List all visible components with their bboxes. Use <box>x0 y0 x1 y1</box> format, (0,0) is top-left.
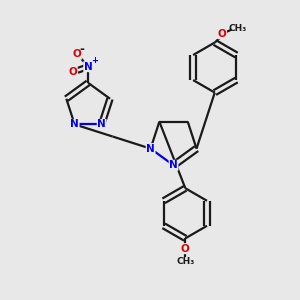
Text: CH₃: CH₃ <box>176 256 194 266</box>
Text: N: N <box>169 160 178 170</box>
Text: N: N <box>84 62 92 72</box>
Text: O: O <box>218 29 226 39</box>
Text: N: N <box>97 119 106 129</box>
Text: N: N <box>70 119 79 129</box>
Text: +: + <box>91 56 98 65</box>
Text: N: N <box>146 144 155 154</box>
Text: CH₃: CH₃ <box>228 24 247 33</box>
Text: -: - <box>80 43 85 56</box>
Text: O: O <box>73 49 81 59</box>
Text: O: O <box>181 244 190 254</box>
Text: O: O <box>68 67 77 77</box>
